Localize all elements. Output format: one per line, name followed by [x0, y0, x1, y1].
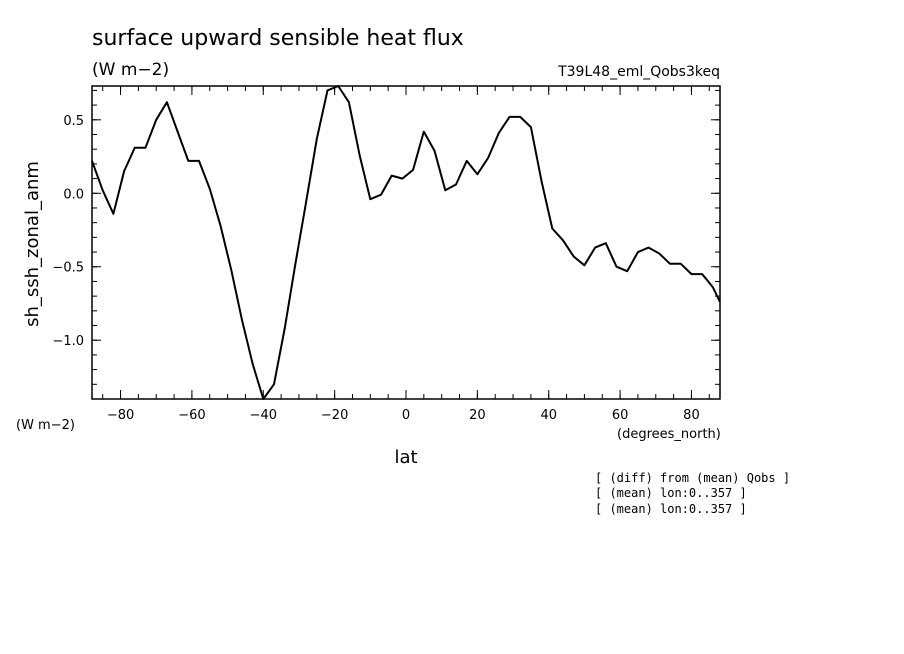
y-axis-label: sh_ssh_zonal_anm — [22, 161, 43, 327]
series-line — [91, 85, 721, 400]
note-line-3: [ (mean) lon:0..357 ] — [595, 502, 747, 516]
y-tick-label: −0.5 — [52, 261, 84, 276]
y-tick-label: −1.0 — [52, 334, 84, 349]
x-axis-label: lat — [394, 447, 417, 468]
experiment-label: T39L48_eml_Qobs3keq — [557, 64, 720, 80]
x-axis-units: (degrees_north) — [617, 427, 721, 442]
x-tick-label: 20 — [469, 408, 486, 423]
note-line-1: [ (diff) from (mean) Qobs ] — [595, 471, 790, 485]
chart-subtitle: (W m−2) — [92, 60, 169, 80]
y-tick-label: 0.5 — [63, 114, 84, 129]
x-tick-label: −20 — [321, 408, 348, 423]
x-tick-label: −80 — [107, 408, 134, 423]
x-tick-label: 60 — [612, 408, 629, 423]
x-tick-label: −40 — [250, 408, 277, 423]
axis-ticks — [92, 86, 720, 400]
tick-labels: −80 −60 −40 −20 0 20 40 60 80 −1.0 −0.5 0.0 0.5 — [52, 114, 699, 423]
x-tick-label: −60 — [178, 408, 205, 423]
note-line-2: [ (mean) lon:0..357 ] — [595, 486, 747, 500]
x-tick-label: 80 — [683, 408, 700, 423]
plot-frame — [91, 85, 721, 400]
y-axis-units: (W m−2) — [16, 418, 75, 433]
x-tick-label: 40 — [540, 408, 557, 423]
y-tick-label: 0.0 — [63, 187, 84, 202]
chart-title: surface upward sensible heat flux — [92, 26, 464, 51]
x-tick-label: 0 — [402, 408, 410, 423]
